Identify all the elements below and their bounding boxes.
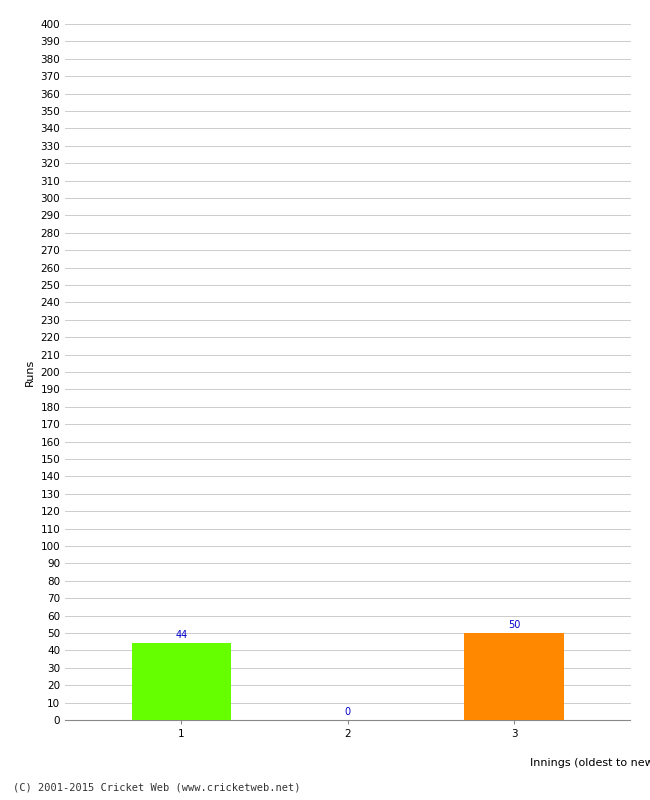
- Text: 44: 44: [176, 630, 188, 640]
- Text: 50: 50: [508, 619, 520, 630]
- Bar: [464, 633, 564, 720]
- Bar: [131, 643, 231, 720]
- X-axis label: Innings (oldest to newest): Innings (oldest to newest): [530, 758, 650, 768]
- Text: (C) 2001-2015 Cricket Web (www.cricketweb.net): (C) 2001-2015 Cricket Web (www.cricketwe…: [13, 782, 300, 792]
- Text: 0: 0: [344, 706, 351, 717]
- Y-axis label: Runs: Runs: [25, 358, 35, 386]
